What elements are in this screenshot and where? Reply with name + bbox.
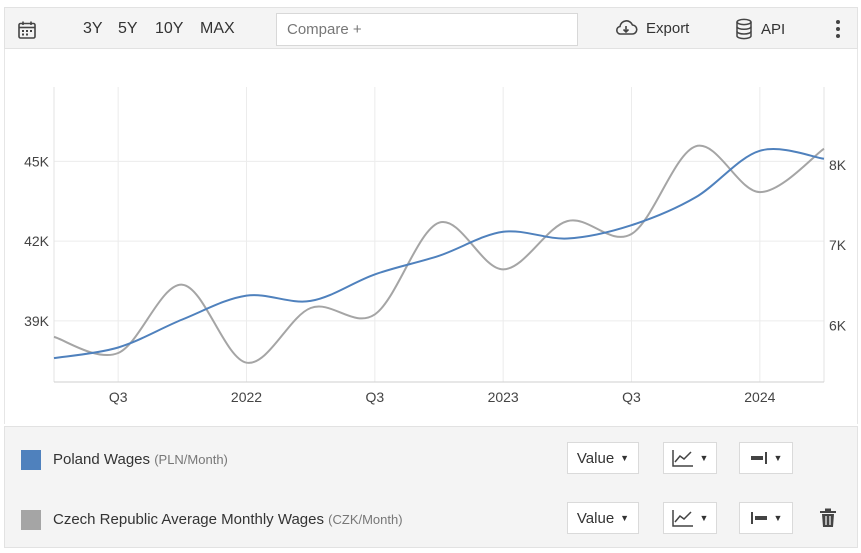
legend-row-poland: Poland Wages (PLN/Month) Value ▼ ▼ ▼ — [5, 442, 857, 478]
series-unit: (PLN/Month) — [154, 452, 228, 467]
x-tick-label: Q3 — [622, 389, 641, 405]
axis-dropdown[interactable]: ▼ — [739, 442, 793, 474]
left-tick-label: 42K — [24, 233, 50, 249]
api-label: API — [761, 20, 786, 38]
api-button[interactable]: API — [735, 18, 785, 40]
right-tick-label: 6K — [829, 318, 847, 334]
axis-left-icon — [750, 512, 767, 524]
axis-dropdown[interactable]: ▼ — [739, 502, 793, 534]
export-button[interactable]: Export — [614, 18, 689, 38]
series-line-czech — [53, 144, 825, 364]
left-tick-label: 39K — [24, 313, 50, 329]
series-label: Czech Republic Average Monthly Wages (CZ… — [53, 511, 403, 528]
kebab-menu-icon[interactable] — [835, 20, 841, 38]
x-tick-label: 2024 — [744, 389, 775, 405]
series-name: Poland Wages — [53, 451, 151, 468]
range-3y-button[interactable]: 3Y — [83, 20, 103, 37]
range-5y-button[interactable]: 5Y — [118, 20, 138, 37]
right-tick-label: 7K — [829, 237, 847, 253]
series-color-swatch[interactable] — [21, 510, 41, 530]
chevron-down-icon: ▼ — [699, 513, 709, 523]
x-tick-label: 2023 — [488, 389, 519, 405]
value-dropdown-label: Value — [576, 509, 615, 527]
series-color-swatch[interactable] — [21, 450, 41, 470]
compare-input[interactable] — [276, 13, 578, 46]
axis-right-icon — [750, 452, 767, 464]
range-10y-button[interactable]: 10Y — [155, 20, 184, 37]
chevron-down-icon: ▼ — [699, 453, 709, 463]
series-line-poland — [53, 148, 825, 360]
series-name: Czech Republic Average Monthly Wages — [53, 511, 324, 528]
chart-type-dropdown[interactable]: ▼ — [663, 442, 717, 474]
trash-icon[interactable] — [819, 508, 837, 533]
chart-toolbar: 3Y 5Y 10Y MAX Export API — [4, 7, 858, 49]
series-unit: (CZK/Month) — [328, 512, 403, 527]
chevron-down-icon: ▼ — [620, 453, 630, 463]
series-label: Poland Wages (PLN/Month) — [53, 451, 228, 468]
series-legend: Poland Wages (PLN/Month) Value ▼ ▼ ▼ Cze… — [4, 426, 858, 548]
range-max-button[interactable]: MAX — [200, 20, 235, 37]
line-chart: Q3 2022 Q3 2023 Q3 2024 39K 42K 45K 6K 7K 8K — [24, 87, 847, 405]
chart-area: Q3 2022 Q3 2023 Q3 2024 39K 42K 45K 6K 7K 8K — [4, 49, 858, 424]
value-dropdown[interactable]: Value ▼ — [567, 442, 639, 474]
chevron-down-icon: ▼ — [773, 513, 783, 523]
x-tick-label: Q3 — [365, 389, 384, 405]
export-label: Export — [646, 19, 690, 37]
value-dropdown[interactable]: Value ▼ — [567, 502, 639, 534]
chevron-down-icon: ▼ — [773, 453, 783, 463]
value-dropdown-label: Value — [576, 449, 615, 467]
legend-row-czech: Czech Republic Average Monthly Wages (CZ… — [5, 502, 857, 538]
right-tick-label: 8K — [829, 157, 847, 173]
line-chart-icon — [671, 510, 693, 527]
cloud-download-icon — [616, 20, 638, 35]
calendar-icon[interactable] — [17, 20, 37, 40]
database-icon — [736, 18, 752, 40]
line-chart-icon — [671, 450, 693, 467]
chart-type-dropdown[interactable]: ▼ — [663, 502, 717, 534]
chevron-down-icon: ▼ — [620, 513, 630, 523]
left-tick-label: 45K — [24, 153, 50, 169]
x-tick-label: 2022 — [231, 389, 262, 405]
x-tick-label: Q3 — [109, 389, 128, 405]
